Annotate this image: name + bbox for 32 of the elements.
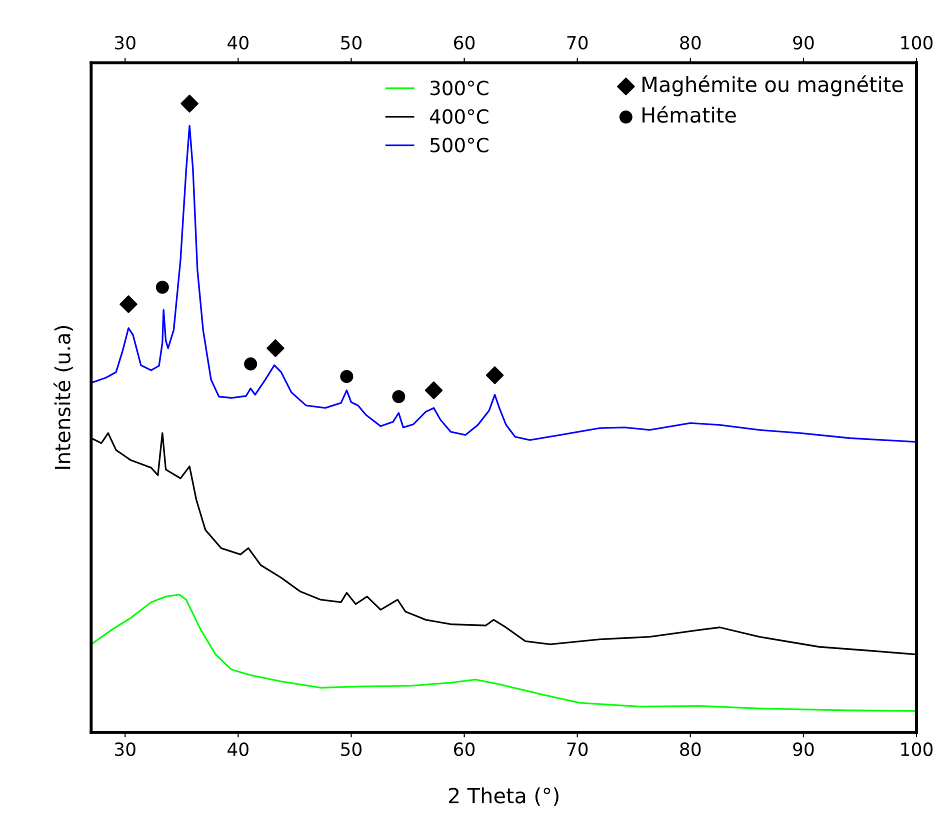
point: [120, 295, 138, 314]
point: [486, 366, 504, 384]
x2-tick-label: 90: [793, 36, 814, 50]
legend-label: Maghémite ou magnétite: [642, 75, 903, 96]
x2-tick-label: 30: [114, 36, 136, 50]
x2-tick-label: 50: [341, 36, 362, 50]
x-tick-label: 100: [901, 742, 933, 756]
legend-label: 300°C: [430, 80, 488, 96]
point: [392, 390, 406, 404]
x-tick-label: 60: [454, 742, 475, 756]
x-tick-label: 70: [567, 742, 588, 756]
x-tick-label: 80: [680, 742, 701, 756]
x-tick-label: 30: [114, 742, 136, 756]
legend-label: 400°C: [430, 109, 488, 124]
x-tick-label: 40: [228, 742, 248, 756]
point: [244, 357, 258, 370]
x-axis-title: 2 Theta (°): [448, 787, 558, 806]
point: [156, 280, 169, 294]
point: [424, 381, 443, 400]
y-axis-title: Intensité (u.a): [54, 326, 73, 469]
x-tick-label: 90: [793, 742, 814, 756]
x2-tick-label: 80: [680, 36, 701, 50]
x2-tick-label: 60: [454, 36, 475, 50]
legend-label: Hématite: [642, 106, 736, 123]
legend-label: 500°C: [430, 138, 488, 152]
x-tick-label: 50: [341, 742, 362, 756]
point: [180, 94, 198, 113]
point: [340, 370, 354, 384]
x2-tick-label: 100: [901, 36, 933, 50]
x2-tick-label: 70: [567, 36, 588, 50]
point: [266, 339, 284, 358]
x2-tick-label: 40: [228, 36, 248, 50]
